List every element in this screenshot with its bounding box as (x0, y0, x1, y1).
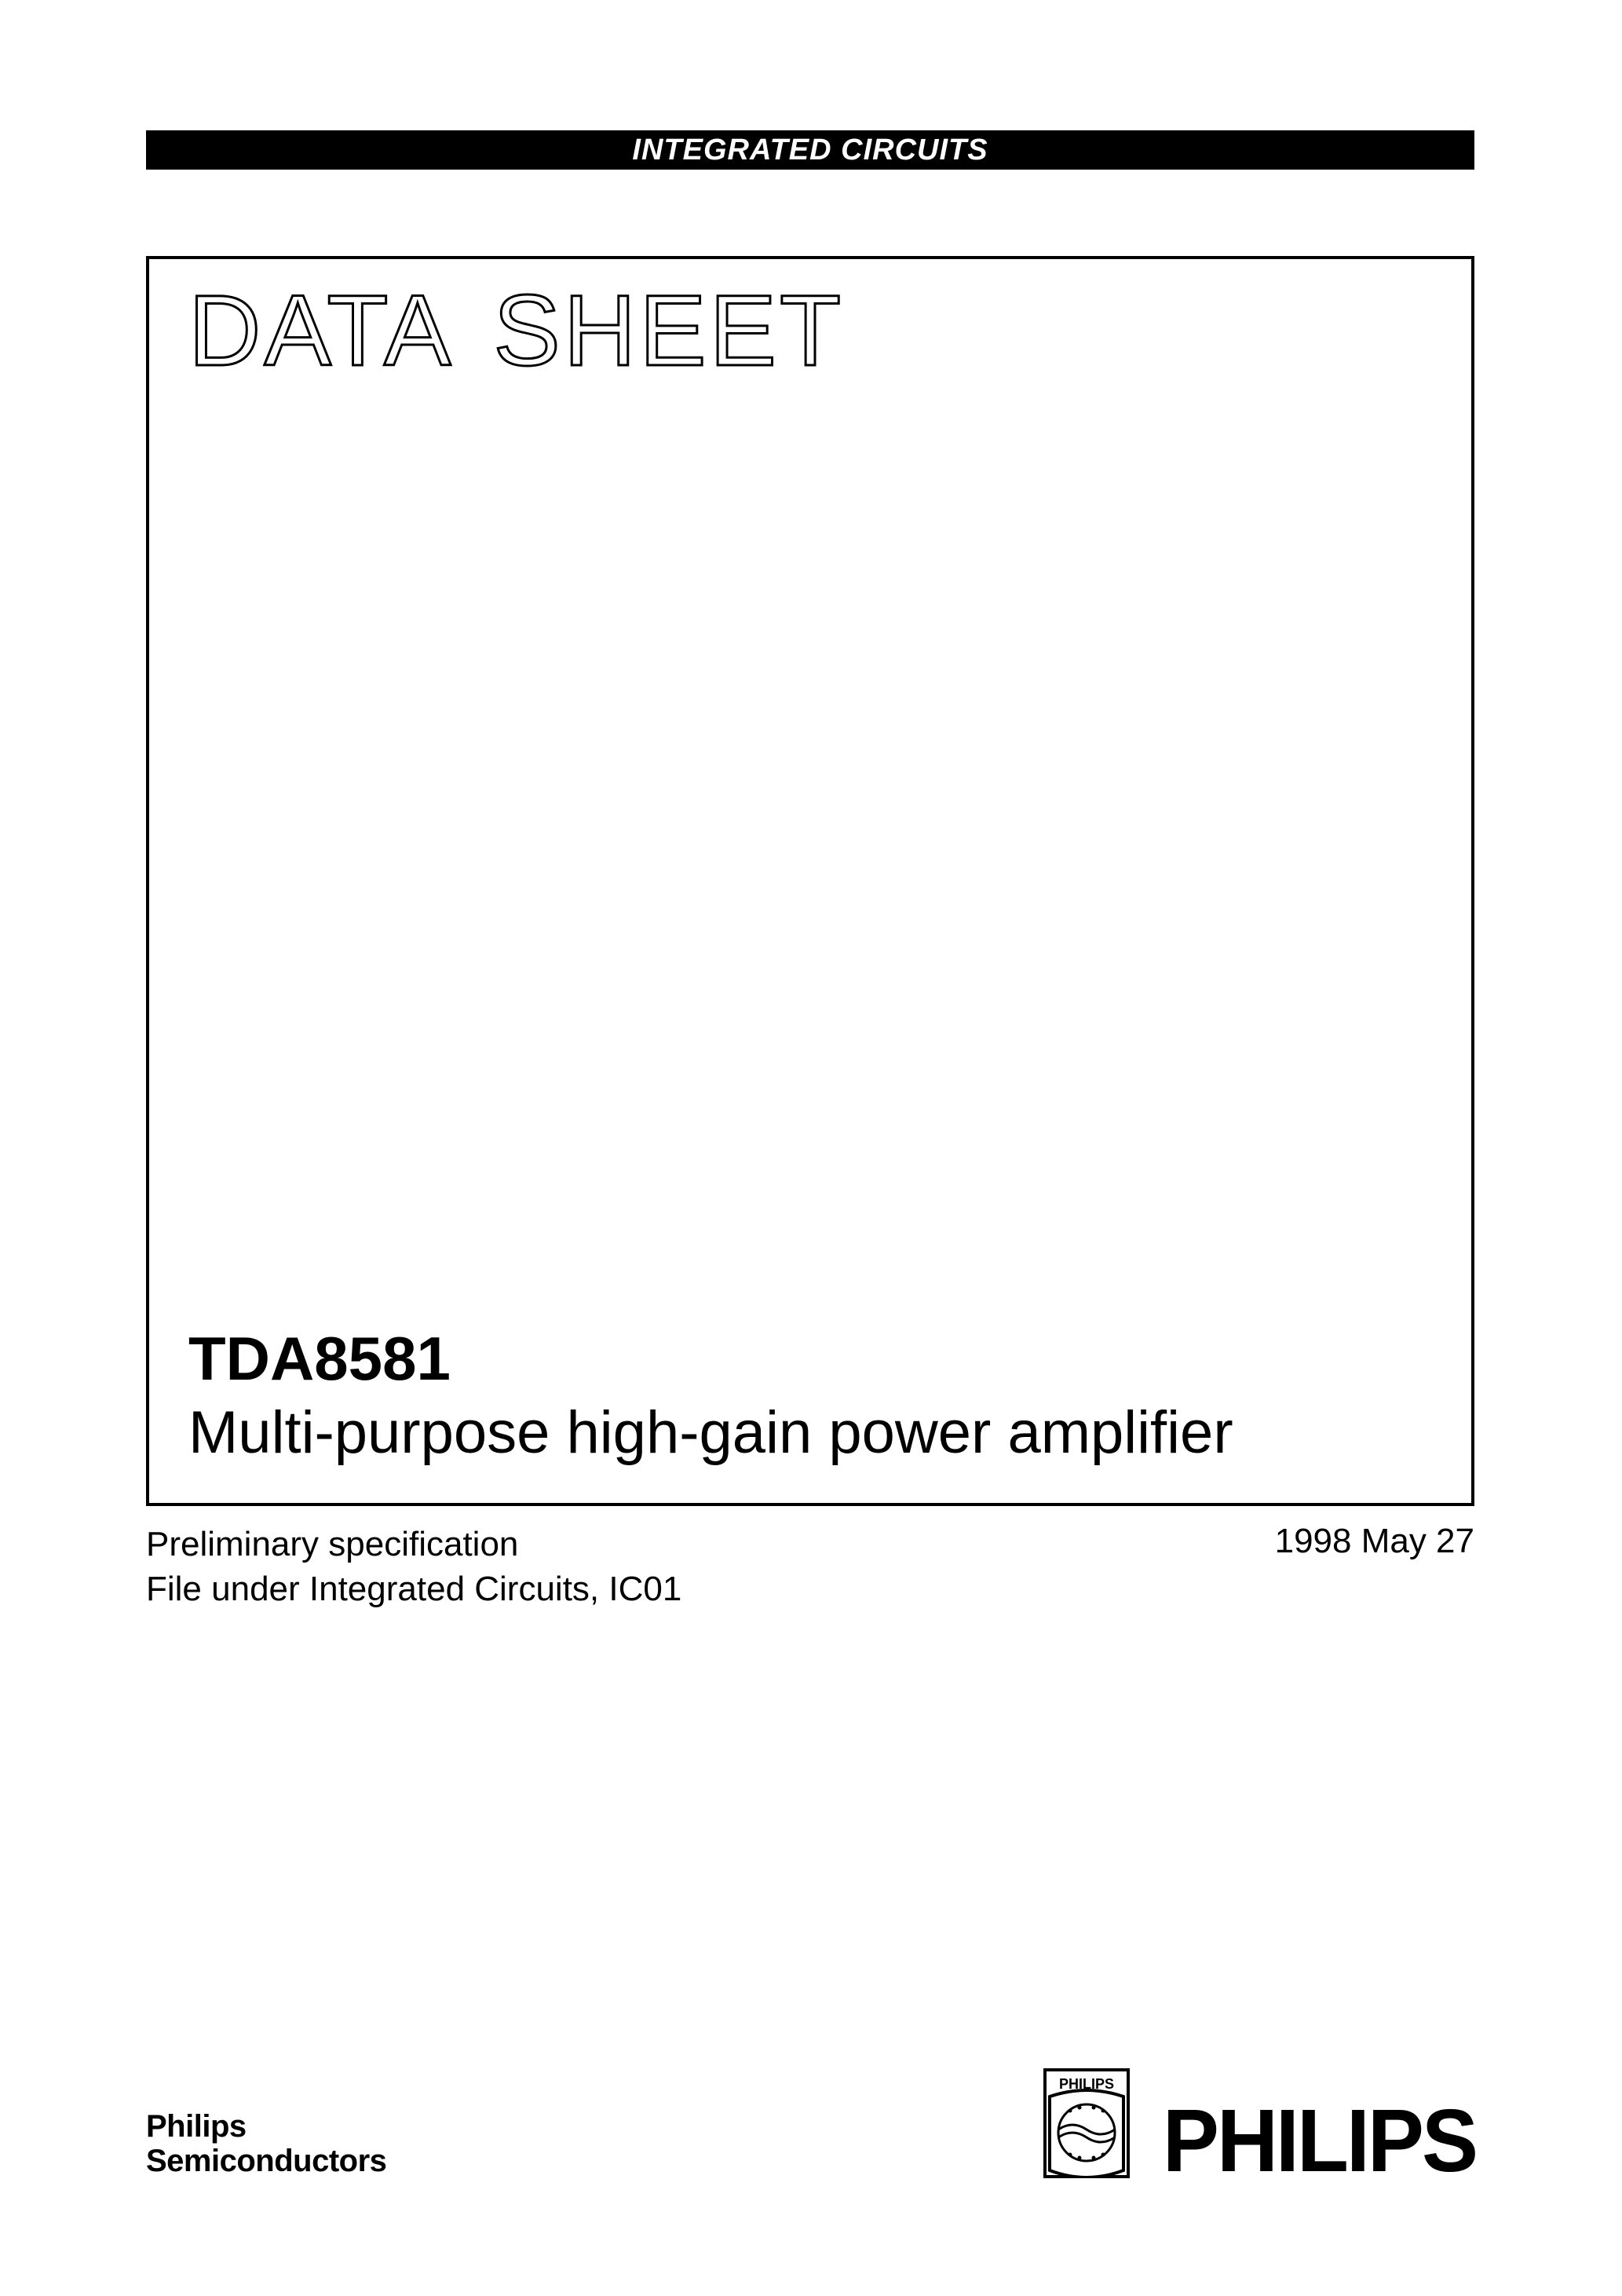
part-description: Multi-purpose high-gain power amplifier (188, 1398, 1432, 1468)
philips-brand-wordmark: PHILIPS (1163, 2100, 1476, 2180)
part-number: TDA8581 (188, 1323, 1432, 1395)
footer: Philips Semiconductors PHILIPS PHILIPS (146, 2068, 1476, 2178)
header-bar: INTEGRATED CIRCUITS (146, 130, 1474, 170)
division-line-1: Philips (146, 2109, 386, 2144)
header-bar-label: INTEGRATED CIRCUITS (632, 133, 988, 167)
date: 1998 May 27 (1275, 1522, 1474, 1561)
division-line-2: Semiconductors (146, 2144, 386, 2178)
spec-line-2: File under Integrated Circuits, IC01 (146, 1567, 681, 1611)
datasheet-cover-page: INTEGRATED CIRCUITS DATA SHEET TDA8581 M… (0, 0, 1622, 2296)
title-word-2: SHEET (493, 281, 844, 382)
title-word-1: DATA (188, 281, 454, 382)
footer-brand-group: PHILIPS PHILIPS (1043, 2068, 1476, 2178)
below-box-row: Preliminary specification File under Int… (146, 1522, 1474, 1611)
product-block: TDA8581 Multi-purpose high-gain power am… (188, 1323, 1432, 1468)
datasheet-title: DATA SHEET (188, 281, 844, 382)
philips-shield-icon: PHILIPS (1043, 2068, 1130, 2178)
footer-division: Philips Semiconductors (146, 2109, 386, 2178)
spec-line-1: Preliminary specification (146, 1522, 681, 1567)
main-content-box: DATA SHEET TDA8581 Multi-purpose high-ga… (146, 256, 1474, 1506)
spec-info: Preliminary specification File under Int… (146, 1522, 681, 1611)
